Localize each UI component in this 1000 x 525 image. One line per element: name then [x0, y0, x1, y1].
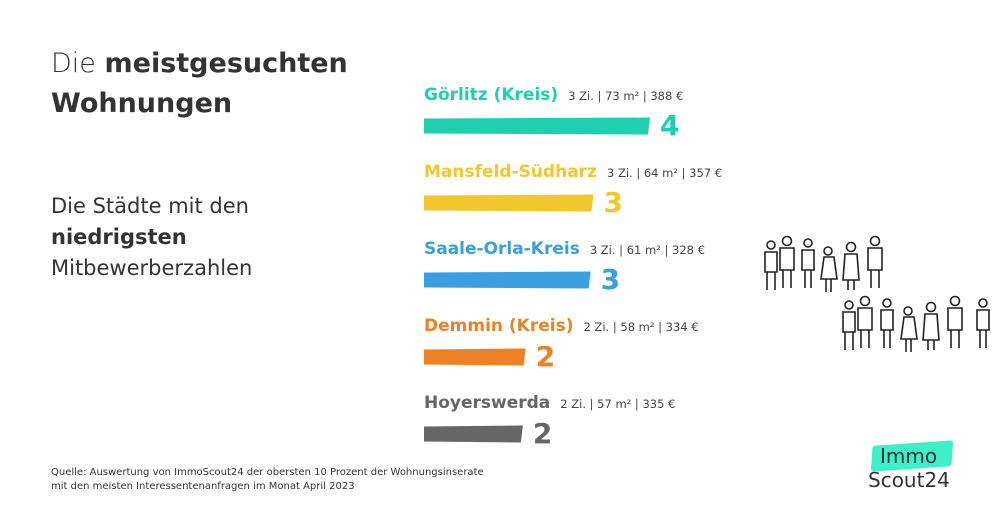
bar-chart: Görlitz (Kreis) 3 Zi. | 73 m² | 388 € 4 Man… [424, 85, 722, 450]
subtitle-line-3: Mitbewerberzahlen [51, 256, 253, 280]
category-details: 3 Zi. | 64 m² | 357 € [607, 166, 722, 180]
data-label: 3 [601, 263, 620, 296]
logo-immo-text: Immo [880, 444, 938, 468]
immoscout24-logo: Immo Scout24 [862, 440, 972, 503]
data-label: 4 [660, 109, 679, 142]
subtitle: Die Städte mit den niedrigsten Mitbewerb… [51, 191, 252, 284]
data-label: 2 [533, 417, 552, 450]
footnote-line-1: Quelle: Auswertung von ImmoScout24 der o… [51, 467, 484, 478]
data-label: 2 [536, 340, 555, 373]
bar [424, 194, 594, 212]
title-bold-2: Wohnungen [51, 88, 233, 119]
category-label: Mansfeld-Südharz [424, 162, 597, 182]
category-details: 3 Zi. | 73 m² | 388 € [568, 89, 683, 103]
subtitle-line-1: Die Städte mit den [51, 194, 249, 218]
category-label: Demmin (Kreis) [424, 316, 574, 336]
people-group-bottom [842, 295, 990, 352]
source-footnote: Quelle: Auswertung von ImmoScout24 der o… [51, 466, 484, 494]
bar [424, 348, 526, 366]
subtitle-line-2: niedrigsten [51, 225, 187, 249]
bar [424, 271, 591, 289]
bar [424, 117, 650, 135]
category-label: Saale-Orla-Kreis [424, 239, 580, 259]
category-details: 3 Zi. | 61 m² | 328 € [590, 243, 705, 257]
page-title: Die meistgesuchten Wohnungen [51, 44, 348, 124]
category-details: 2 Zi. | 57 m² | 335 € [560, 397, 675, 411]
data-label: 3 [604, 186, 623, 219]
category-label: Hoyerswerda [424, 393, 550, 413]
title-bold-1: meistgesuchten [104, 48, 348, 79]
bar [424, 425, 523, 443]
footnote-line-2: mit den meisten Interessentenanfragen im… [51, 481, 355, 492]
people-group-top [764, 235, 883, 292]
logo-scout-text: Scout24 [868, 468, 950, 492]
title-regular: Die [51, 48, 96, 79]
category-label: Görlitz (Kreis) [424, 85, 558, 105]
category-details: 2 Zi. | 58 m² | 334 € [584, 320, 699, 334]
people-illustration [764, 235, 990, 352]
